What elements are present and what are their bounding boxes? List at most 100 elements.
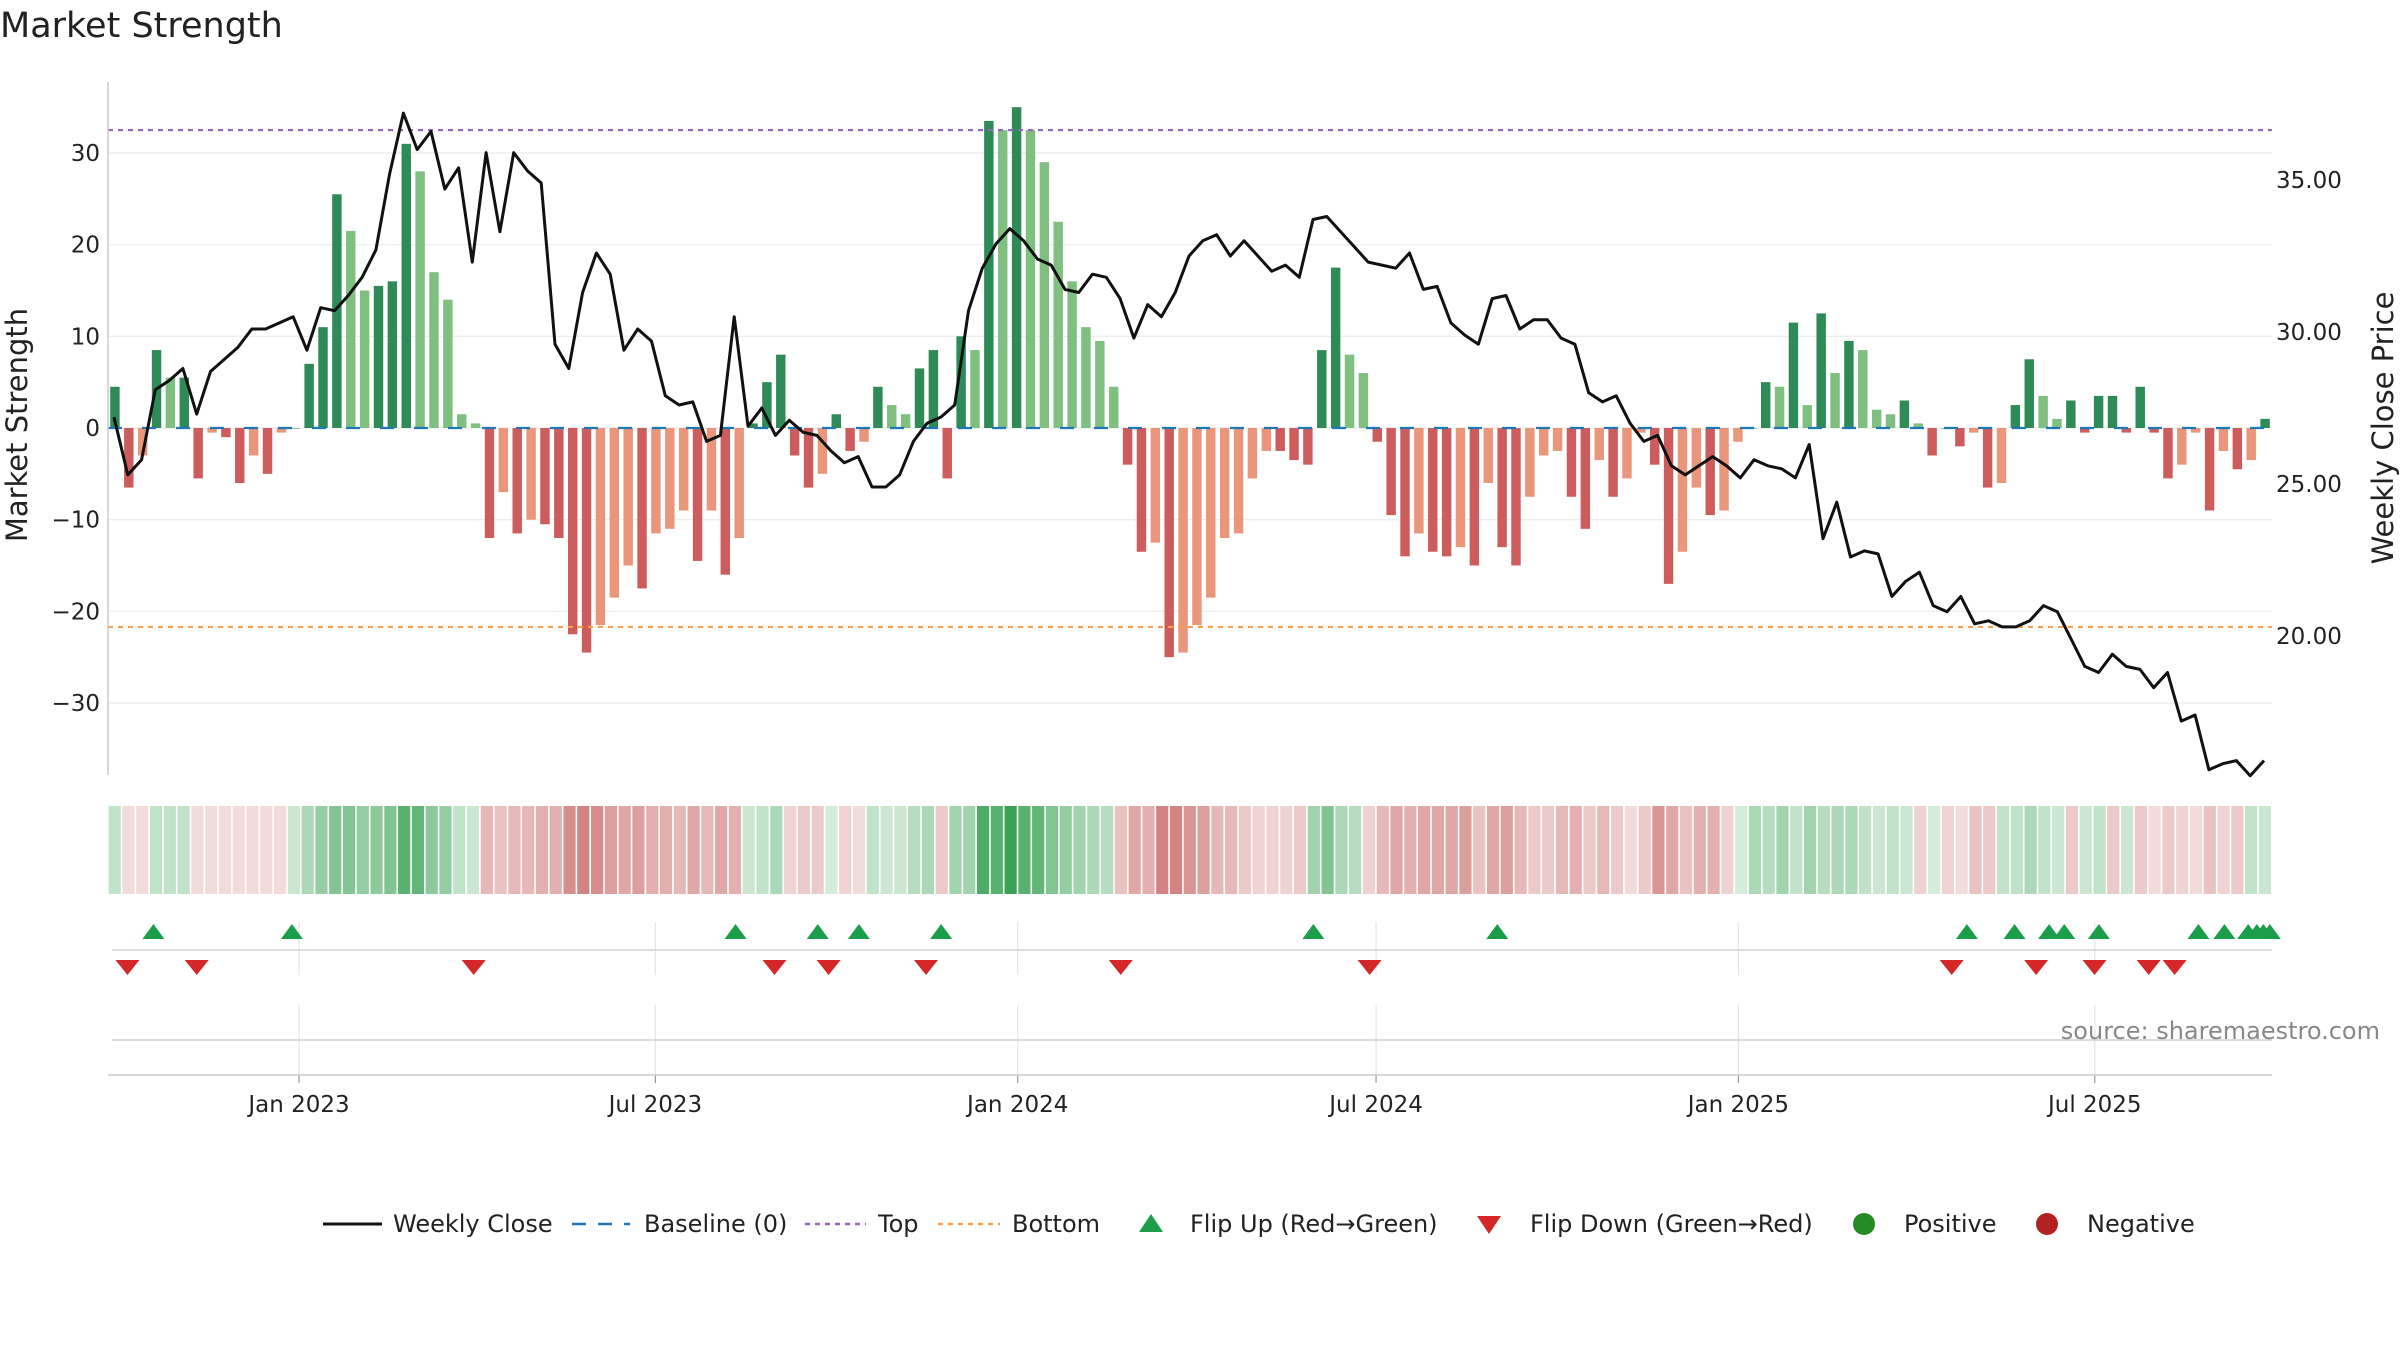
- heat-cell: [1087, 806, 1100, 894]
- heat-cell: [2203, 806, 2216, 894]
- strength-bar: [1261, 428, 1272, 451]
- heat-cell: [1790, 806, 1803, 894]
- heat-cell: [990, 806, 1003, 894]
- strength-bar: [623, 428, 633, 566]
- heat-cell: [1817, 806, 1830, 894]
- heat-cell: [246, 806, 259, 894]
- flip-up-marker: [280, 924, 303, 939]
- heat-cell: [1335, 806, 1348, 894]
- heat-cell: [577, 806, 590, 894]
- heat-cell: [494, 806, 507, 894]
- heat-cell: [1101, 806, 1114, 894]
- strength-bar: [831, 414, 841, 428]
- heat-cell: [646, 806, 659, 894]
- strength-bar: [873, 386, 883, 428]
- heat-cell: [1776, 806, 1789, 894]
- strength-bar: [1053, 221, 1063, 428]
- y-tick-right-label: 25.00: [2276, 472, 2342, 498]
- heat-cell: [329, 806, 342, 894]
- strength-bar: [956, 336, 966, 428]
- heat-cell: [2231, 806, 2244, 894]
- strength-bar: [1469, 428, 1480, 566]
- heat-cell: [2189, 806, 2203, 894]
- strength-bar: [429, 272, 439, 428]
- heat-cell: [963, 806, 976, 894]
- heat-cell: [1542, 806, 1555, 894]
- heat-cell: [136, 806, 149, 894]
- grid-layer: [108, 152, 2272, 1075]
- x-tick-label: Jan 2024: [965, 1092, 1068, 1118]
- strength-bar: [1067, 281, 1077, 428]
- strength-bar: [1871, 409, 1882, 428]
- legend-weekly-close-label: Weekly Close: [393, 1210, 553, 1238]
- strength-bar: [2177, 428, 2187, 465]
- heat-cell: [563, 806, 576, 894]
- heat-cell: [274, 806, 287, 894]
- heat-cell: [1928, 806, 1941, 894]
- heat-cell: [2093, 806, 2106, 894]
- heat-cell: [1514, 806, 1527, 894]
- legend-negative-marker: [2036, 1213, 2058, 1235]
- strength-bar: [1663, 428, 1674, 584]
- chart-title: Market Strength: [0, 6, 283, 46]
- y-tick-left-label: 20: [71, 233, 100, 259]
- strength-bar: [415, 171, 425, 429]
- heat-cell: [1486, 806, 1500, 894]
- strength-bar: [1996, 428, 2007, 483]
- strength-bar: [1400, 428, 1410, 557]
- flip-down-marker: [1357, 960, 1382, 975]
- heat-cell: [439, 806, 452, 894]
- legend-baseline-label: Baseline (0): [644, 1210, 787, 1238]
- heat-cell: [1059, 806, 1072, 894]
- heat-cell: [880, 806, 893, 894]
- strength-bar: [221, 428, 231, 438]
- strength-bar: [207, 428, 217, 433]
- strength-bar: [706, 428, 717, 511]
- heat-cell: [908, 806, 921, 894]
- heat-cell: [618, 806, 631, 894]
- legend-top-label: Top: [877, 1210, 919, 1238]
- heat-cell: [1445, 806, 1458, 894]
- heat-cell: [1872, 806, 1886, 894]
- heat-cell: [976, 806, 990, 894]
- strength-bar: [748, 423, 758, 428]
- flip-up-marker: [1302, 924, 1325, 939]
- heat-cell: [701, 806, 714, 894]
- strength-bar: [2066, 400, 2076, 428]
- strength-bar: [1206, 428, 1216, 598]
- heat-cell: [2162, 806, 2175, 894]
- strength-bar: [1899, 400, 1910, 428]
- strength-bar: [720, 428, 731, 575]
- heat-cell: [1859, 806, 1872, 894]
- strength-bar: [1330, 267, 1341, 428]
- heat-cell: [535, 806, 549, 894]
- heat-cell: [342, 806, 356, 894]
- heat-cell: [1252, 806, 1265, 894]
- strength-bar: [2246, 428, 2256, 461]
- strength-bar: [1247, 428, 1258, 479]
- strength-bar: [2107, 395, 2118, 428]
- heat-cell: [728, 806, 742, 894]
- heat-cell: [425, 806, 438, 894]
- strength-bar: [1844, 340, 1854, 428]
- flip-down-marker: [2136, 960, 2161, 975]
- flip-up-marker: [1486, 924, 1509, 939]
- heat-cell: [301, 806, 314, 894]
- heat-cell: [1914, 806, 1927, 894]
- heat-cell: [2217, 806, 2230, 894]
- strength-bar: [887, 405, 897, 428]
- flip-up-marker: [2258, 924, 2281, 939]
- heat-cell: [384, 806, 397, 894]
- heat-cell: [1969, 806, 1982, 894]
- heat-cell: [1321, 806, 1334, 894]
- strength-bar: [845, 428, 855, 451]
- legend-positive-marker: [1853, 1213, 1875, 1235]
- strength-bar: [970, 350, 980, 428]
- strength-bar: [900, 414, 911, 428]
- strength-bar: [1414, 428, 1424, 534]
- heat-cell: [1280, 806, 1293, 894]
- heat-cell: [1624, 806, 1637, 894]
- strength-bar: [1594, 428, 1604, 461]
- strength-bar: [1275, 428, 1285, 451]
- strength-bar: [1081, 327, 1091, 428]
